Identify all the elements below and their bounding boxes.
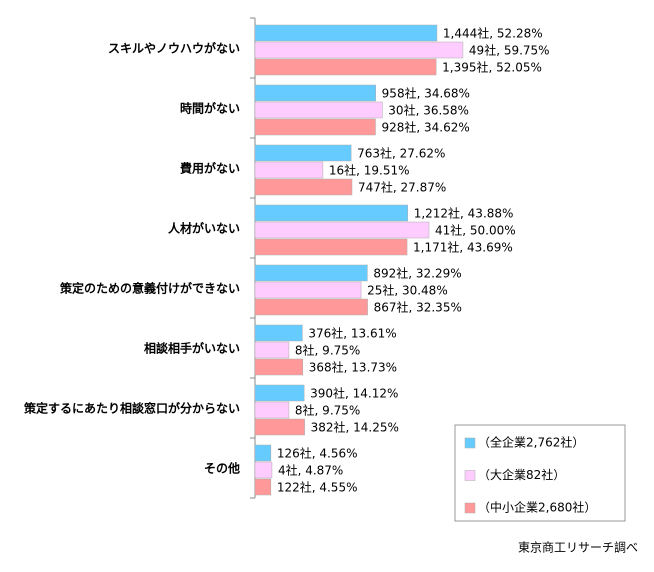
value-label: 8社, 9.75% bbox=[295, 343, 360, 358]
value-label: 16社, 19.51% bbox=[329, 163, 410, 178]
legend-box bbox=[454, 424, 626, 522]
bar bbox=[254, 161, 324, 179]
bar bbox=[254, 144, 352, 162]
value-label: 1,395社, 52.05% bbox=[442, 60, 542, 75]
legend-swatch bbox=[464, 437, 476, 449]
bar bbox=[254, 418, 305, 436]
bar bbox=[254, 461, 273, 479]
source: 東京商工リサーチ調べ bbox=[518, 540, 638, 555]
bar bbox=[254, 281, 362, 299]
bar bbox=[254, 24, 438, 42]
value-label: 41社, 50.00% bbox=[435, 223, 516, 238]
value-label: 376社, 13.61% bbox=[308, 326, 396, 341]
bar bbox=[254, 118, 376, 136]
value-label: 1,171社, 43.69% bbox=[413, 240, 513, 255]
category-label: 費用がない bbox=[180, 161, 240, 176]
category-label: その他 bbox=[204, 461, 240, 476]
bar bbox=[254, 444, 272, 462]
category-label: 相談相手がいない bbox=[144, 341, 240, 356]
bar bbox=[254, 238, 408, 256]
legend-swatch bbox=[464, 502, 476, 514]
bar bbox=[254, 401, 290, 419]
bar bbox=[254, 264, 368, 282]
value-label: 8社, 9.75% bbox=[295, 403, 360, 418]
value-label: 867社, 32.35% bbox=[374, 300, 462, 315]
bar bbox=[254, 101, 383, 119]
value-label: 1,444社, 52.28% bbox=[443, 26, 543, 41]
bar bbox=[254, 384, 305, 402]
bar bbox=[254, 58, 437, 76]
value-label: 928社, 34.62% bbox=[381, 120, 469, 135]
category-label: スキルやノウハウがない bbox=[108, 41, 240, 56]
legend-label: （中小企業2,680社） bbox=[478, 500, 596, 515]
bar bbox=[254, 41, 464, 59]
value-label: 390社, 14.12% bbox=[310, 386, 398, 401]
bar bbox=[254, 221, 430, 239]
value-label: 368社, 13.73% bbox=[309, 360, 397, 375]
bar bbox=[254, 324, 303, 342]
value-label: 49社, 59.75% bbox=[469, 43, 550, 58]
value-label: 763社, 27.62% bbox=[357, 146, 445, 161]
bar bbox=[254, 298, 368, 316]
value-label: 126社, 4.56% bbox=[277, 446, 358, 461]
category-label: 時間がない bbox=[180, 101, 240, 116]
bar bbox=[254, 84, 376, 102]
legend-label: （大企業82社） bbox=[478, 467, 565, 482]
category-label: 策定のための意義付けができない bbox=[60, 281, 240, 296]
value-label: 958社, 34.68% bbox=[382, 86, 470, 101]
legend-swatch bbox=[464, 470, 476, 481]
category-label: 人材がいない bbox=[168, 221, 240, 236]
bar bbox=[254, 358, 304, 376]
value-label: 30社, 36.58% bbox=[388, 103, 469, 118]
value-label: 382社, 14.25% bbox=[311, 420, 399, 435]
value-label: 892社, 32.29% bbox=[373, 266, 461, 281]
bar bbox=[254, 178, 353, 196]
bar bbox=[254, 341, 290, 359]
value-label: 747社, 27.87% bbox=[358, 180, 446, 195]
legend-label: （全企業2,762社） bbox=[478, 435, 584, 450]
value-label: 4社, 4.87% bbox=[278, 463, 343, 478]
bar bbox=[254, 478, 272, 496]
category-label: 策定するにあたり相談窓口が分からない bbox=[24, 401, 240, 416]
bar bbox=[254, 204, 408, 222]
value-label: 25社, 30.48% bbox=[367, 283, 448, 298]
value-label: 122社, 4.55% bbox=[277, 480, 358, 495]
value-label: 1,212社, 43.88% bbox=[414, 206, 514, 221]
